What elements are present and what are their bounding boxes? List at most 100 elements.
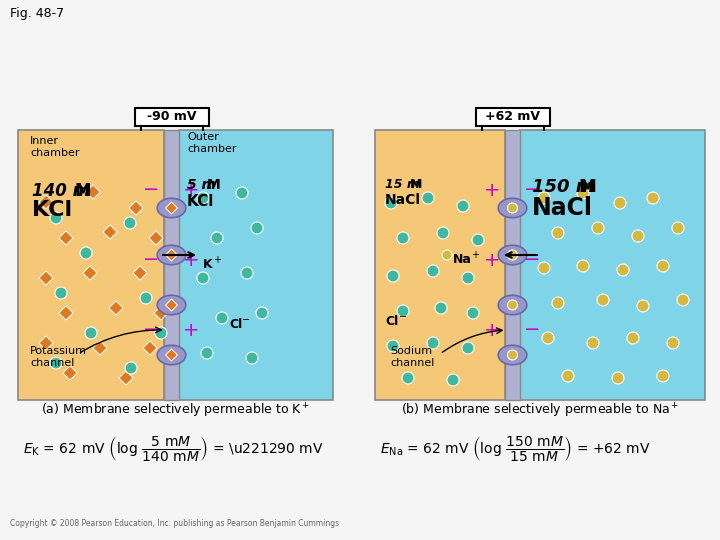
Polygon shape bbox=[166, 349, 178, 361]
Circle shape bbox=[197, 272, 209, 284]
Polygon shape bbox=[83, 266, 97, 280]
Text: Potassium
channel: Potassium channel bbox=[30, 346, 87, 368]
Text: +: + bbox=[484, 180, 500, 199]
Text: −: − bbox=[524, 321, 540, 340]
Circle shape bbox=[457, 200, 469, 212]
Circle shape bbox=[577, 260, 589, 272]
Circle shape bbox=[387, 270, 399, 282]
Ellipse shape bbox=[498, 295, 527, 315]
Text: Inner
chamber: Inner chamber bbox=[30, 136, 79, 158]
Circle shape bbox=[508, 300, 518, 310]
Polygon shape bbox=[119, 371, 133, 385]
Circle shape bbox=[427, 265, 439, 277]
Text: Fig. 48-7: Fig. 48-7 bbox=[10, 7, 64, 20]
Circle shape bbox=[462, 272, 474, 284]
Text: −: − bbox=[143, 321, 159, 340]
Circle shape bbox=[397, 305, 409, 317]
Text: M: M bbox=[578, 178, 596, 196]
Circle shape bbox=[657, 370, 669, 382]
Text: -90 mV: -90 mV bbox=[147, 111, 197, 124]
Ellipse shape bbox=[157, 345, 186, 364]
Circle shape bbox=[197, 192, 209, 204]
Polygon shape bbox=[154, 306, 168, 320]
Circle shape bbox=[597, 294, 609, 306]
Polygon shape bbox=[103, 225, 117, 239]
Circle shape bbox=[538, 262, 550, 274]
Polygon shape bbox=[39, 195, 53, 209]
Text: −: − bbox=[143, 180, 159, 199]
Text: +: + bbox=[484, 251, 500, 269]
Circle shape bbox=[562, 370, 574, 382]
Circle shape bbox=[462, 342, 474, 354]
Circle shape bbox=[577, 187, 589, 199]
Text: Sodium
channel: Sodium channel bbox=[390, 346, 434, 368]
Text: (a) Membrane selectively permeable to K$^+$: (a) Membrane selectively permeable to K$… bbox=[41, 402, 310, 420]
Circle shape bbox=[612, 372, 624, 384]
Text: +62 mV: +62 mV bbox=[485, 111, 540, 124]
Circle shape bbox=[538, 192, 550, 204]
Text: Cl: Cl bbox=[229, 318, 242, 331]
Text: +: + bbox=[484, 321, 500, 340]
Circle shape bbox=[632, 230, 644, 242]
Polygon shape bbox=[129, 201, 143, 215]
Bar bbox=[179, 130, 333, 400]
Polygon shape bbox=[59, 231, 73, 245]
Circle shape bbox=[647, 192, 659, 204]
Circle shape bbox=[80, 247, 92, 259]
Text: NaCl: NaCl bbox=[385, 193, 421, 207]
Text: 15 m: 15 m bbox=[385, 178, 420, 191]
Circle shape bbox=[422, 192, 434, 204]
Circle shape bbox=[467, 307, 479, 319]
Circle shape bbox=[552, 297, 564, 309]
Circle shape bbox=[447, 374, 459, 386]
Text: +: + bbox=[183, 251, 199, 269]
Bar bbox=[375, 130, 505, 400]
Text: Copyright © 2008 Pearson Education, Inc. publishing as Pearson Benjamin Cummings: Copyright © 2008 Pearson Education, Inc.… bbox=[10, 519, 339, 528]
Ellipse shape bbox=[498, 345, 527, 364]
Text: 150 m: 150 m bbox=[532, 178, 595, 196]
Text: (b) Membrane selectively permeable to Na$^+$: (b) Membrane selectively permeable to Na… bbox=[401, 402, 679, 420]
Circle shape bbox=[124, 217, 136, 229]
Text: KCl: KCl bbox=[187, 194, 215, 209]
Circle shape bbox=[201, 347, 213, 359]
Text: +: + bbox=[183, 180, 199, 199]
Text: Cl: Cl bbox=[385, 315, 398, 328]
Text: K: K bbox=[203, 258, 212, 271]
Text: KCl: KCl bbox=[32, 200, 72, 220]
Text: M: M bbox=[74, 182, 91, 200]
Circle shape bbox=[637, 300, 649, 312]
Text: +: + bbox=[183, 321, 199, 340]
Circle shape bbox=[211, 232, 223, 244]
Polygon shape bbox=[166, 202, 178, 214]
Polygon shape bbox=[166, 249, 178, 261]
Circle shape bbox=[165, 252, 177, 264]
Circle shape bbox=[437, 227, 449, 239]
Text: NaCl: NaCl bbox=[532, 196, 593, 220]
Text: −: − bbox=[143, 251, 159, 269]
Circle shape bbox=[614, 197, 626, 209]
Circle shape bbox=[617, 264, 629, 276]
Circle shape bbox=[667, 337, 679, 349]
Circle shape bbox=[427, 337, 439, 349]
Polygon shape bbox=[149, 231, 163, 245]
Polygon shape bbox=[93, 341, 107, 355]
Circle shape bbox=[508, 250, 518, 260]
Text: 140 m: 140 m bbox=[32, 182, 90, 200]
Text: Na: Na bbox=[453, 253, 472, 266]
Text: −: − bbox=[524, 251, 540, 269]
Polygon shape bbox=[166, 299, 178, 311]
Circle shape bbox=[677, 294, 689, 306]
Text: M: M bbox=[410, 178, 423, 191]
Polygon shape bbox=[39, 271, 53, 285]
Polygon shape bbox=[109, 301, 123, 315]
Text: −: − bbox=[399, 312, 407, 322]
Circle shape bbox=[85, 327, 97, 339]
Circle shape bbox=[385, 197, 397, 209]
Polygon shape bbox=[39, 336, 53, 350]
Circle shape bbox=[246, 352, 258, 364]
Polygon shape bbox=[133, 266, 147, 280]
Text: +: + bbox=[213, 255, 221, 265]
Circle shape bbox=[50, 357, 62, 369]
Ellipse shape bbox=[157, 295, 186, 315]
Circle shape bbox=[587, 337, 599, 349]
